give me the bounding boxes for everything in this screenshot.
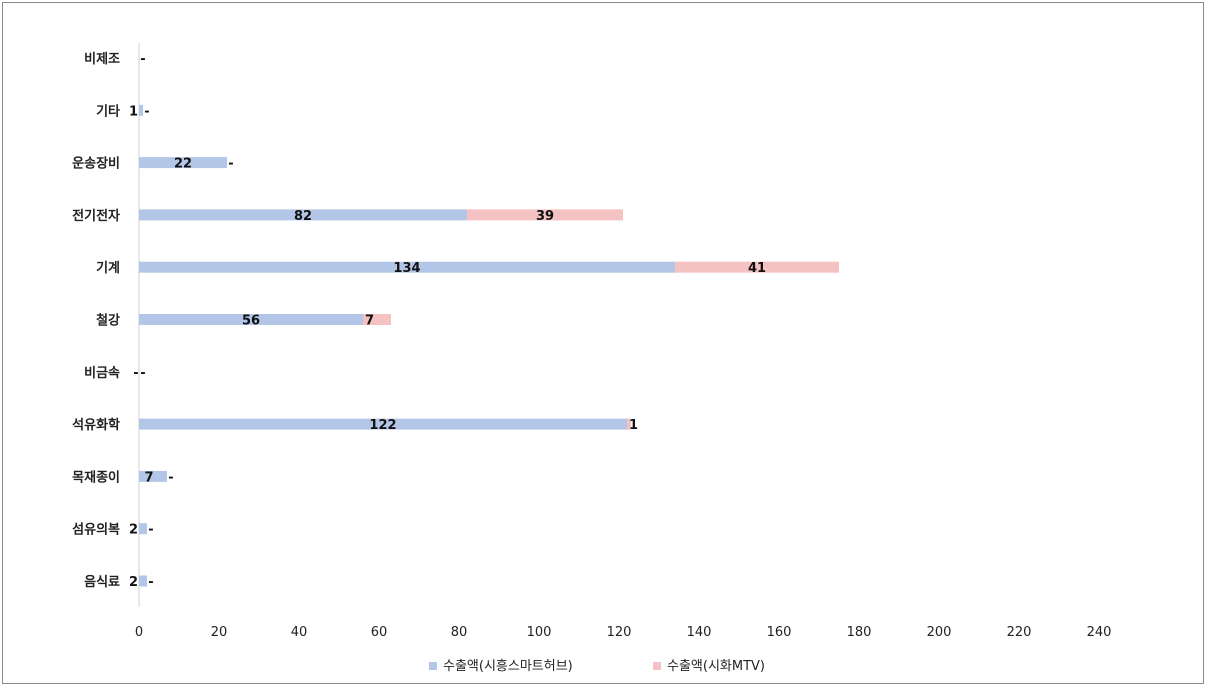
- bar-segment: [139, 418, 627, 430]
- bar-segment: [139, 104, 143, 116]
- x-tick-label: 20: [211, 625, 228, 640]
- x-tick-label: 40: [291, 625, 308, 640]
- data-label: -: [228, 157, 233, 172]
- x-tick-label: 0: [135, 625, 143, 640]
- x-tick-label: 220: [1007, 625, 1032, 640]
- category-label: 철강: [96, 313, 120, 329]
- data-label: 2: [129, 575, 138, 590]
- data-label: 134: [393, 261, 420, 276]
- data-label: 7: [365, 314, 374, 329]
- data-label: -: [168, 470, 173, 485]
- bar-segment: [139, 523, 147, 535]
- data-label: -: [140, 52, 145, 67]
- category-label: 전기전자: [72, 208, 120, 224]
- data-label: -: [140, 366, 145, 381]
- bar-segment: [139, 261, 675, 273]
- legend-label: 수출액(시화MTV): [667, 659, 765, 674]
- category-label: 운송장비: [72, 156, 120, 172]
- data-label: 1: [129, 104, 138, 119]
- x-tick-labels: 0 20 40 60 80 100 120 140 160 180 200 220 240: [135, 625, 1112, 640]
- x-tick-label: 100: [527, 625, 552, 640]
- category-label: 목재종이: [72, 469, 120, 485]
- category-label: 섬유의복: [72, 522, 120, 538]
- x-tick-label: 180: [847, 625, 872, 640]
- category-label: 비금속: [84, 366, 120, 381]
- category-label: 석유화학: [72, 417, 120, 433]
- data-label: -: [133, 366, 138, 381]
- x-tick-label: 240: [1087, 625, 1112, 640]
- bar-segment: [139, 314, 363, 325]
- bar-segment: [627, 418, 631, 430]
- bar-segment: [363, 314, 391, 325]
- data-label: 82: [294, 209, 312, 224]
- x-tick-label: 160: [767, 625, 792, 640]
- bar-segment: [467, 209, 623, 221]
- x-tick-label: 140: [687, 625, 712, 640]
- category-label: 비제조: [84, 52, 120, 67]
- data-label: 22: [174, 157, 192, 172]
- category-label: 기계: [96, 261, 120, 276]
- data-label: 41: [748, 261, 766, 276]
- data-label: -: [148, 575, 153, 590]
- data-label: -: [148, 523, 153, 538]
- data-label: 122: [369, 418, 396, 433]
- legend-swatch: [429, 662, 437, 670]
- bar-segment: [139, 209, 467, 221]
- data-label: 7: [144, 470, 153, 485]
- bars-group: [139, 104, 839, 587]
- bar-segment: [139, 575, 147, 587]
- legend-label: 수출액(시흥스마트허브): [443, 659, 573, 674]
- legend: 수출액(시흥스마트허브) 수출액(시화MTV): [429, 659, 765, 674]
- legend-swatch: [653, 662, 661, 670]
- data-label: 56: [242, 314, 260, 329]
- bar-segment: [675, 261, 839, 273]
- data-label: -: [144, 104, 149, 119]
- x-tick-label: 120: [607, 625, 632, 640]
- data-label: 2: [129, 523, 138, 538]
- bar-segment: [139, 157, 227, 169]
- data-label: 1: [629, 418, 638, 433]
- bar-segment: [139, 470, 167, 482]
- data-label: 39: [536, 209, 554, 224]
- x-tick-label: 80: [451, 625, 468, 640]
- x-tick-label: 60: [371, 625, 388, 640]
- category-label: 음식료: [84, 574, 120, 590]
- category-label: 기타: [96, 103, 120, 119]
- x-tick-label: 200: [927, 625, 952, 640]
